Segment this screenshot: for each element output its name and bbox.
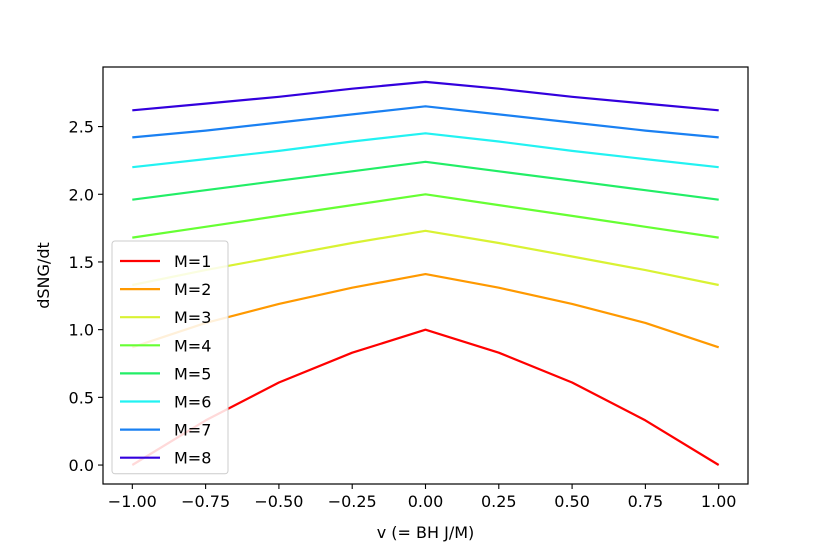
series-line-1 bbox=[131, 328, 720, 466]
y-tick-label: 2.5 bbox=[69, 118, 94, 137]
legend-label: M=3 bbox=[174, 308, 211, 327]
x-tick-label: 0.25 bbox=[481, 492, 517, 511]
legend-box bbox=[111, 240, 229, 475]
series-line-3 bbox=[132, 229, 719, 287]
x-tick-label: 0.75 bbox=[628, 492, 664, 511]
series-line-5 bbox=[132, 160, 719, 201]
x-tick-label: −0.50 bbox=[254, 492, 303, 511]
series-line-4 bbox=[132, 193, 719, 239]
x-axis-ticks: −1.00 −0.75 −0.50 −0.25 0.00 0.25 0.50 0.75 1.00 bbox=[108, 484, 737, 511]
legend-label: M=2 bbox=[174, 280, 211, 299]
y-tick-label: 1.0 bbox=[69, 321, 94, 340]
y-tick-label: 2.0 bbox=[69, 185, 94, 204]
legend-label: M=4 bbox=[174, 336, 211, 355]
y-axis-label: dSNG/dt bbox=[34, 242, 53, 309]
x-axis-label: v (= BH J/M) bbox=[377, 523, 475, 542]
x-tick-label: 1.00 bbox=[701, 492, 737, 511]
x-tick-label: 0.00 bbox=[408, 492, 444, 511]
x-tick-label: 0.50 bbox=[554, 492, 590, 511]
x-tick-label: −1.00 bbox=[108, 492, 157, 511]
series-line-2 bbox=[131, 273, 720, 349]
y-axis-ticks: 0.0 0.5 1.0 1.5 2.0 2.5 bbox=[69, 118, 103, 475]
y-tick-label: 0.0 bbox=[69, 456, 94, 475]
legend-label: M=6 bbox=[174, 393, 211, 412]
series-line-6 bbox=[132, 132, 719, 169]
series-line-8 bbox=[132, 80, 719, 112]
plot-area bbox=[102, 66, 749, 485]
legend-label: M=5 bbox=[174, 364, 211, 383]
legend-label: M=8 bbox=[174, 449, 211, 468]
y-tick-label: 1.5 bbox=[69, 253, 94, 272]
legend: M=1 M=2 M=3 M=4 M=5 M=6 M=7 M=8 bbox=[111, 240, 229, 475]
y-tick-label: 0.5 bbox=[69, 388, 94, 407]
x-tick-label: −0.25 bbox=[328, 492, 377, 511]
series-line-7 bbox=[132, 105, 719, 139]
x-tick-label: −0.75 bbox=[181, 492, 230, 511]
legend-label: M=7 bbox=[174, 421, 211, 440]
legend-label: M=1 bbox=[174, 252, 211, 271]
